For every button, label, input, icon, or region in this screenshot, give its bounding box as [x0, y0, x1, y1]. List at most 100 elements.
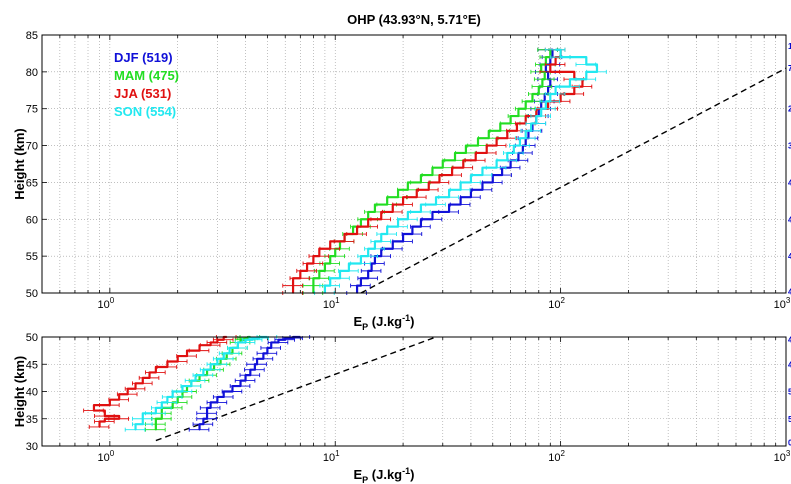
data-point-JJA [109, 404, 111, 406]
data-point-SON [420, 211, 422, 213]
data-point-DJF [459, 203, 462, 206]
data-point-SON [171, 396, 174, 398]
right-count-label: 7 [788, 64, 791, 73]
data-point-SON [585, 78, 588, 81]
data-point-JJA [198, 349, 201, 352]
data-point-JJA [126, 393, 129, 396]
data-point-JJA [134, 387, 137, 390]
data-point-JJA [485, 152, 488, 154]
data-point-SON [435, 203, 437, 206]
data-point-DJF [206, 412, 208, 415]
data-point-JJA [155, 371, 157, 374]
data-point-DJF [244, 379, 247, 382]
data-point-MAM [397, 196, 399, 198]
x-label-subscript: P [362, 475, 368, 484]
x-tick-label: 102 [548, 449, 565, 464]
x-label-superscript: -1 [402, 466, 410, 476]
data-point-DJF [431, 218, 434, 221]
right-count-label: 2 [788, 105, 791, 114]
series-line-MAM [312, 48, 552, 293]
y-tick-label: 65 [26, 177, 38, 189]
data-point-DJF [370, 270, 373, 272]
data-point-MAM [509, 122, 512, 125]
data-point-SON [448, 196, 450, 198]
data-point-MAM [374, 211, 376, 213]
y-axis-label: Height (km) [12, 128, 27, 200]
data-point-SON [535, 122, 538, 125]
data-point-SON [134, 428, 137, 431]
data-point-JJA [506, 137, 509, 139]
data-point-SON [569, 85, 571, 88]
data-point-MAM [176, 401, 179, 404]
right-count-label: 3 [788, 142, 791, 151]
series-JJA-upper [282, 47, 593, 295]
data-point-DJF [262, 358, 265, 360]
data-point-MAM [155, 428, 157, 431]
data-point-SON [513, 152, 515, 154]
right-count-label: 5 [788, 388, 791, 397]
data-point-DJF [509, 166, 512, 169]
right-count-label: 4 [788, 252, 791, 261]
y-tick-label: 85 [26, 30, 38, 42]
data-point-JJA [402, 203, 404, 206]
data-point-DJF [402, 240, 404, 243]
legend-entry-JJA: JJA (531) [114, 86, 171, 101]
upper-grid [41, 34, 786, 294]
x-tick-base: 10 [323, 452, 335, 464]
data-point-MAM [543, 78, 546, 81]
data-point-DJF [216, 401, 219, 404]
data-point-JJA [292, 284, 294, 287]
data-point-MAM [160, 417, 163, 420]
data-point-DJF [501, 174, 503, 176]
data-point-MAM [420, 181, 422, 184]
data-point-DJF [411, 233, 414, 235]
data-point-SON [559, 56, 562, 58]
data-point-SON [190, 385, 193, 387]
data-point-SON [209, 368, 212, 371]
x-tick-base: 10 [548, 452, 560, 464]
data-point-SON [166, 401, 169, 404]
data-point-SON [237, 347, 239, 349]
right-count-label: 4 [788, 178, 791, 187]
series-SON-upper [314, 47, 607, 295]
data-point-JJA [516, 130, 518, 132]
data-point-SON [155, 412, 157, 415]
data-point-JJA [495, 144, 498, 147]
data-point-JJA [329, 247, 332, 250]
data-point-SON [367, 255, 369, 257]
y-tick-label: 75 [26, 104, 38, 116]
series-MAM-lower [145, 335, 261, 432]
data-point-DJF [481, 189, 484, 191]
series-SON-lower [124, 335, 278, 432]
reference-line [155, 336, 437, 442]
right-count-label: 5 [788, 415, 791, 424]
data-point-MAM [517, 115, 520, 117]
data-point-DJF [491, 181, 494, 184]
data-point-JJA [549, 71, 552, 73]
upper-plot-frame [41, 34, 787, 294]
data-point-SON [244, 341, 247, 344]
data-point-SON [386, 233, 388, 235]
data-point-SON [407, 218, 409, 221]
data-point-JJA [427, 189, 430, 191]
data-point-JJA [166, 366, 169, 368]
x-label-superscript: -1 [402, 313, 410, 323]
data-point-SON [222, 358, 225, 360]
data-point-JJA [554, 63, 557, 66]
data-point-JJA [118, 417, 120, 420]
right-count-label: 4 [788, 215, 791, 224]
data-point-SON [519, 144, 521, 147]
y-tick-label: 80 [26, 67, 38, 79]
data-point-JJA [98, 426, 101, 428]
legend: DJF (519) MAM (475) JJA (531) SON (554) [114, 50, 179, 119]
series-line-SON [134, 335, 268, 430]
data-point-JJA [415, 196, 418, 198]
x-tick-exponent: 0 [110, 449, 115, 458]
x-tick-label: 100 [97, 296, 114, 311]
right-count-label: 4 [788, 288, 791, 297]
y-tick-label: 35 [26, 414, 38, 426]
right-count-label: 1 [788, 42, 791, 51]
y-tick-label: 70 [26, 141, 38, 153]
data-point-DJF [284, 338, 287, 341]
